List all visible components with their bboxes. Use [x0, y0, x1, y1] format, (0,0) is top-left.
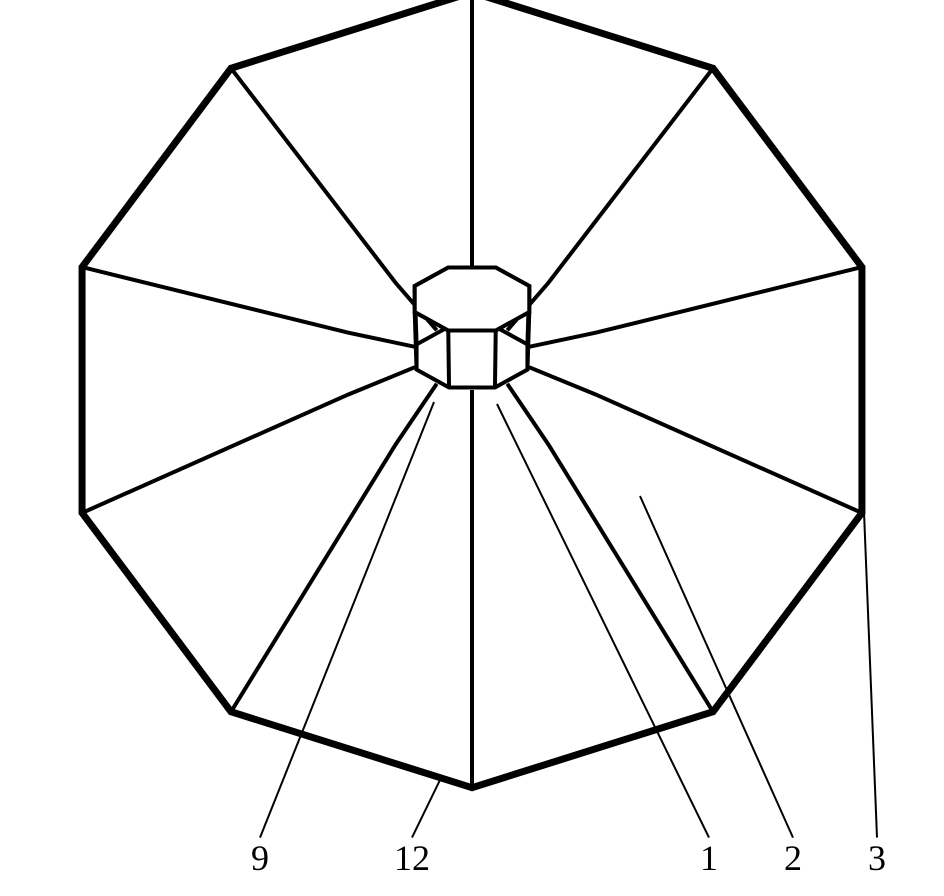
callout-label: 1	[700, 838, 718, 878]
spoke	[231, 68, 437, 330]
hub-vertical-edge	[448, 331, 449, 388]
callout-label: 12	[394, 838, 430, 878]
callout-label: 2	[784, 838, 802, 878]
hub-top-ring-overlay	[415, 267, 530, 330]
spoke	[507, 68, 713, 330]
leader-line	[864, 512, 877, 838]
hub-bottom-ring	[417, 327, 528, 388]
callout-label: 3	[868, 838, 886, 878]
callout-label: 9	[251, 838, 269, 878]
hub-vertical-edge	[495, 331, 496, 388]
leader-line	[412, 780, 440, 838]
spoke	[529, 267, 862, 347]
spoke	[82, 267, 415, 347]
leader-line	[640, 496, 793, 838]
